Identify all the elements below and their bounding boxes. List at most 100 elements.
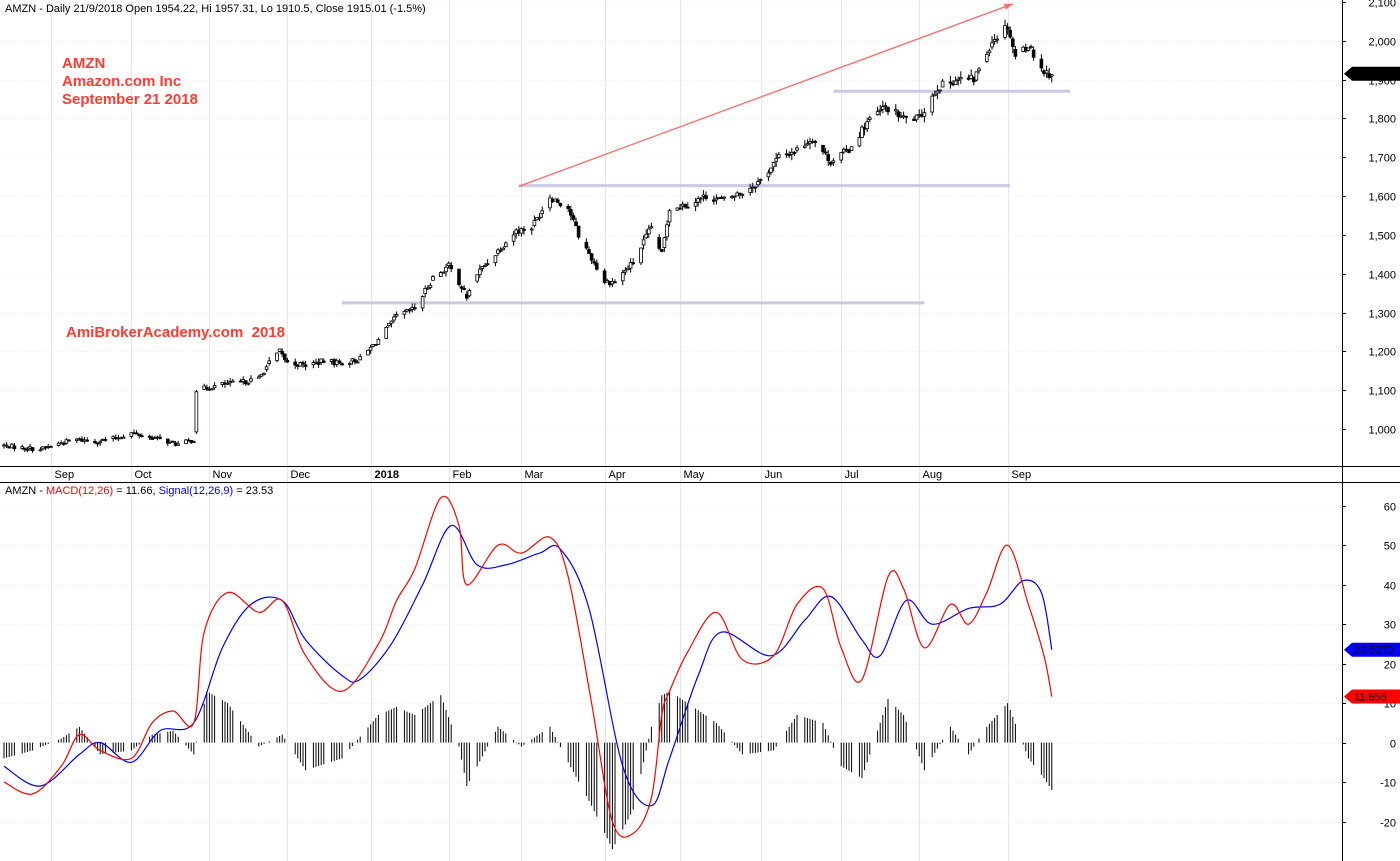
candle-down	[134, 432, 139, 435]
candle-down	[67, 439, 71, 442]
candle-down	[712, 199, 716, 202]
candle-down	[896, 111, 901, 118]
last-close-tag-text: 1,915.01	[1354, 69, 1397, 81]
price-tick-label: 1,400	[1368, 270, 1396, 282]
candle-up	[956, 78, 960, 81]
candle-up	[748, 187, 752, 193]
candle-up	[467, 290, 472, 297]
month-tick-label: Aug	[923, 469, 943, 481]
signal-value-tag: 23.5273	[1344, 642, 1400, 657]
candle-up	[246, 382, 251, 385]
candle-up	[771, 162, 776, 168]
candle-down	[337, 360, 342, 363]
candle-down	[595, 262, 599, 270]
macd-header-macd-label: MACD(12,26)	[46, 485, 113, 497]
candle-down	[569, 209, 573, 216]
candle-up	[386, 323, 391, 327]
candle-up	[883, 105, 888, 108]
candle-down	[823, 151, 828, 154]
macd-header: AMZN - MACD(12,26) = 11.66, Signal(12,26…	[5, 485, 273, 497]
macd-value-tag: 11.655	[1344, 689, 1400, 704]
candle-up	[191, 441, 196, 443]
candle-up	[621, 272, 625, 282]
candle-up	[259, 373, 264, 377]
candle-up	[777, 154, 781, 158]
candle-up	[649, 226, 654, 229]
candle-up	[425, 287, 430, 290]
candle-up	[540, 210, 544, 215]
candle-up	[881, 106, 885, 110]
annotation-watermark: AmiBrokerAcademy.com 2018	[66, 324, 285, 341]
candle-down	[373, 344, 378, 346]
candle-up	[4, 444, 9, 447]
candle-up	[667, 210, 672, 223]
month-tick-label: Dec	[291, 469, 311, 481]
candle-up	[922, 112, 927, 117]
candle-down	[147, 435, 152, 438]
candle-down	[457, 268, 461, 285]
candle-down	[686, 206, 690, 209]
candle-up	[311, 362, 316, 366]
month-tick-label: 2018	[375, 469, 399, 481]
candle-up	[262, 373, 266, 375]
candle-down	[1039, 58, 1044, 69]
candle-down	[158, 436, 162, 439]
candle-down	[657, 237, 661, 249]
candle-up	[626, 267, 630, 271]
candle-down	[353, 359, 357, 363]
candle-down	[631, 262, 635, 265]
candle-up	[803, 145, 807, 148]
candle-up	[641, 239, 646, 246]
candle-down	[683, 203, 687, 208]
candle-up	[995, 38, 999, 41]
price-tick-label: 1,700	[1368, 153, 1396, 165]
candle-up	[264, 366, 269, 370]
candle-up	[548, 197, 552, 209]
candle-up	[420, 296, 425, 309]
candle-up	[933, 93, 937, 97]
candle-down	[813, 141, 817, 143]
candle-up	[732, 195, 737, 198]
candle-up	[795, 147, 799, 151]
candle-up	[860, 126, 864, 138]
macd-value-tag-text: 11.655	[1354, 692, 1387, 704]
candle-down	[139, 435, 144, 437]
candle-down	[498, 249, 503, 252]
candle-down	[459, 286, 464, 289]
candle-down	[49, 446, 53, 448]
candle-down	[30, 447, 35, 452]
chart-overlays	[342, 3, 1070, 305]
annotation-company: Amazon.com Inc	[62, 73, 181, 90]
signal-value-tag-box	[1344, 642, 1400, 657]
month-tick-label: Jun	[765, 469, 783, 481]
candle-up	[225, 382, 230, 385]
trend-arrow-line	[518, 3, 1014, 188]
candle-up	[532, 220, 537, 226]
candle-up	[358, 356, 362, 361]
candle-up	[423, 288, 427, 295]
candle-up	[402, 310, 407, 315]
candle-down	[738, 192, 742, 195]
candle-up	[940, 80, 945, 88]
candle-down	[462, 288, 466, 290]
candle-down	[571, 215, 576, 220]
candle-down	[1011, 38, 1015, 48]
candle-down	[660, 249, 664, 252]
candle-down	[574, 221, 578, 227]
candle-up	[987, 50, 992, 54]
candle-up	[64, 439, 69, 444]
macd-header-macd-value: = 11.66,	[113, 485, 158, 497]
candlestick-series	[2, 19, 1054, 453]
signal-value-tag-text: 23.5273	[1354, 645, 1394, 657]
candle-up	[805, 143, 810, 146]
candle-up	[977, 68, 981, 72]
candle-up	[875, 111, 880, 116]
candle-down	[12, 445, 17, 450]
month-tick-label: Jul	[845, 469, 859, 481]
macd-tick-label: 40	[1384, 581, 1396, 593]
candle-up	[438, 272, 443, 277]
annotation-date: September 21 2018	[62, 91, 198, 108]
candle-down	[522, 228, 526, 231]
candle-down	[137, 433, 142, 436]
